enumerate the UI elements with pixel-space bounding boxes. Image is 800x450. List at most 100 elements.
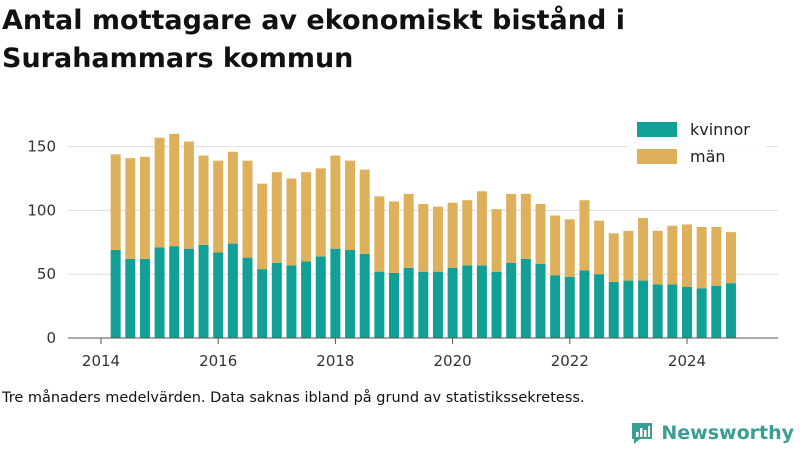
bar-man xyxy=(110,154,121,250)
bar-kvinnor xyxy=(608,281,619,338)
bar-man xyxy=(652,230,663,285)
bar-kvinnor xyxy=(667,284,678,338)
bar-kvinnor xyxy=(359,253,370,338)
y-axis: 0 50 100 150 xyxy=(27,138,56,347)
bar-kvinnor xyxy=(330,248,341,338)
bar-man xyxy=(667,225,678,285)
bar-kvinnor xyxy=(682,286,692,338)
bar-kvinnor xyxy=(315,256,326,338)
bars xyxy=(110,133,736,338)
bar-man xyxy=(257,183,268,270)
bar-man xyxy=(198,155,209,245)
legend-swatch xyxy=(637,149,677,164)
bar-man xyxy=(594,220,605,275)
newsworthy-logo-icon xyxy=(632,423,653,444)
bar-man xyxy=(696,227,707,289)
bar-kvinnor xyxy=(725,283,736,338)
bar-man xyxy=(564,219,575,277)
bar-man xyxy=(374,196,385,272)
bar-man xyxy=(315,168,326,257)
bar-kvinnor xyxy=(418,271,429,338)
bar-kvinnor xyxy=(432,271,443,338)
bar-kvinnor xyxy=(183,248,194,338)
bar-kvinnor xyxy=(242,257,253,338)
legend: kvinnor män xyxy=(628,116,766,174)
legend-label: kvinnor xyxy=(690,120,750,139)
bar-kvinnor xyxy=(403,267,414,338)
bar-man xyxy=(506,193,517,263)
bar-kvinnor xyxy=(139,258,150,338)
bar-man xyxy=(462,200,473,266)
bar-kvinnor xyxy=(652,284,663,338)
x-tick-label: 2014 xyxy=(82,352,120,370)
bar-man xyxy=(125,158,136,259)
bar-kvinnor xyxy=(257,269,268,338)
bar-kvinnor xyxy=(491,271,502,338)
bar-kvinnor xyxy=(110,249,121,338)
y-tick-label: 50 xyxy=(37,265,56,283)
bar-man xyxy=(432,206,443,272)
bar-kvinnor xyxy=(447,267,458,338)
bar-kvinnor xyxy=(301,261,312,338)
bar-man xyxy=(711,227,722,286)
bar-man xyxy=(447,202,458,268)
x-tick-label: 2016 xyxy=(199,352,237,370)
legend-swatch xyxy=(637,122,677,137)
bar-kvinnor xyxy=(286,265,297,338)
stacked-bar-chart: 2014 2016 2018 2020 2022 2024 0 50 100 150 kvinn… xyxy=(27,116,778,370)
bar-man xyxy=(139,156,150,259)
bar-kvinnor xyxy=(520,258,531,338)
bar-kvinnor xyxy=(623,280,634,338)
x-tick-label: 2020 xyxy=(434,352,472,370)
bar-kvinnor xyxy=(476,265,487,338)
bar-kvinnor xyxy=(594,274,605,338)
bar-kvinnor xyxy=(154,247,165,338)
footnote: Tre månaders medelvärden. Data saknas ib… xyxy=(2,390,585,406)
bar-man xyxy=(476,191,487,266)
x-axis: 2014 2016 2018 2020 2022 2024 xyxy=(68,337,778,370)
bar-man xyxy=(491,209,502,272)
bar-kvinnor xyxy=(696,288,707,338)
bar-kvinnor xyxy=(638,280,649,338)
bar-kvinnor xyxy=(462,265,473,338)
bar-kvinnor xyxy=(564,276,575,338)
bar-man xyxy=(286,178,297,266)
bar-man xyxy=(330,155,341,249)
bar-man xyxy=(520,193,531,259)
bar-kvinnor xyxy=(169,246,180,338)
x-tick-label: 2022 xyxy=(551,352,589,370)
bar-kvinnor xyxy=(213,252,224,338)
bar-kvinnor xyxy=(535,264,546,338)
y-tick-label: 0 xyxy=(46,329,56,347)
bar-kvinnor xyxy=(227,243,238,338)
bar-man xyxy=(154,137,165,248)
bar-kvinnor xyxy=(506,262,517,338)
bar-man xyxy=(183,141,194,249)
bar-man xyxy=(608,233,619,282)
chart-title: Antal mottagare av ekonomiskt bistånd i … xyxy=(2,5,625,74)
brand-name: Newsworthy xyxy=(661,422,794,444)
x-tick-label: 2024 xyxy=(668,352,706,370)
brand-logo: Newsworthy xyxy=(629,418,794,448)
bar-kvinnor xyxy=(345,249,356,338)
bar-man xyxy=(682,224,692,287)
bar-kvinnor xyxy=(550,275,561,338)
bar-man xyxy=(638,218,649,281)
bar-kvinnor xyxy=(389,272,399,338)
y-tick-label: 150 xyxy=(27,138,56,156)
bar-kvinnor xyxy=(271,262,282,338)
bar-kvinnor xyxy=(125,258,136,338)
bar-kvinnor xyxy=(711,285,722,338)
bar-man xyxy=(359,169,370,254)
bar-kvinnor xyxy=(579,270,590,338)
bar-man xyxy=(403,193,414,268)
bar-man xyxy=(301,172,312,262)
bar-man xyxy=(242,160,253,258)
bar-man xyxy=(550,215,561,276)
bar-man xyxy=(535,204,546,265)
bar-man xyxy=(169,133,180,247)
bar-man xyxy=(725,232,736,284)
bar-man xyxy=(623,230,634,281)
bar-man xyxy=(389,201,399,273)
bar-man xyxy=(345,160,356,250)
